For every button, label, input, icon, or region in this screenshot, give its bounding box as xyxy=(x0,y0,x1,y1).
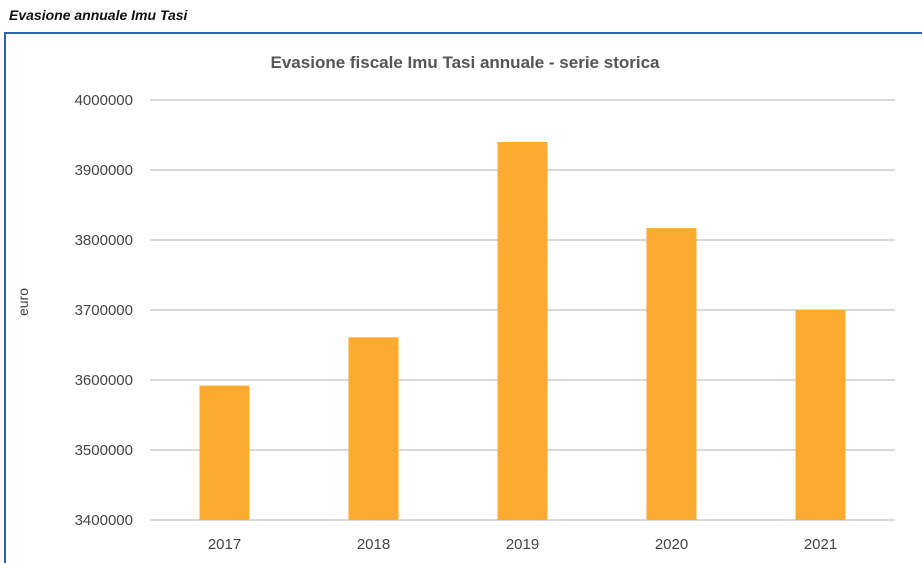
gridlines xyxy=(150,99,895,521)
x-tick-label: 2019 xyxy=(506,536,539,553)
bar-2019 xyxy=(497,142,548,520)
section-heading: Evasione annuale Imu Tasi xyxy=(9,7,188,23)
x-tick-label: 2017 xyxy=(208,536,241,553)
y-axis-label: euro xyxy=(15,288,31,316)
bar-2021 xyxy=(795,310,846,520)
x-tick-label: 2018 xyxy=(357,536,390,553)
y-tick-label: 3500000 xyxy=(75,442,133,459)
y-tick-label: 3700000 xyxy=(75,302,133,319)
bar-2017 xyxy=(199,385,250,520)
chart-frame xyxy=(4,32,922,563)
bar-2018 xyxy=(348,337,399,520)
y-tick-label: 3800000 xyxy=(75,232,133,249)
y-tick-label: 3600000 xyxy=(75,372,133,389)
chart-title: Evasione fiscale Imu Tasi annuale - seri… xyxy=(271,53,661,72)
bar-2020 xyxy=(646,228,697,520)
y-tick-label: 3900000 xyxy=(75,162,133,179)
y-tick-label: 4000000 xyxy=(75,92,133,109)
x-axis-ticks: 2017 2018 2019 2020 2021 xyxy=(208,536,837,553)
x-tick-label: 2020 xyxy=(655,536,688,553)
bars xyxy=(199,142,846,520)
y-axis-ticks: 3400000 3500000 3600000 3700000 3800000 39000… xyxy=(75,92,133,529)
y-tick-label: 3400000 xyxy=(75,512,133,529)
x-tick-label: 2021 xyxy=(804,536,837,553)
